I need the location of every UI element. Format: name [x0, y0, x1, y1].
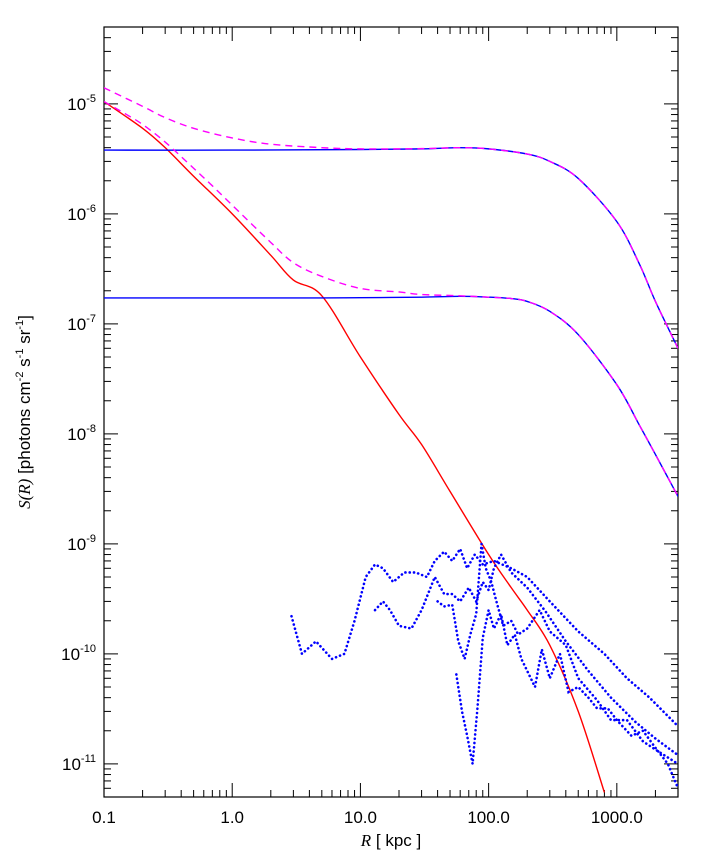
series-line-2 — [104, 87, 678, 349]
y-tick-label: 10-5 — [67, 93, 96, 114]
series-line-3 — [104, 295, 678, 497]
series-line-0 — [104, 100, 606, 793]
y-tick-label: 10-8 — [67, 423, 96, 444]
x-axis-title: R [ kpc ] — [360, 831, 421, 850]
y-tick-label: 10-7 — [67, 313, 96, 334]
series-line-4 — [104, 100, 678, 497]
x-tick-label: 0.1 — [92, 808, 116, 827]
data-series — [104, 87, 678, 793]
x-tick-label: 100.0 — [467, 808, 510, 827]
y-tick-label: 10-10 — [61, 643, 96, 664]
tick-marks — [103, 26, 679, 798]
y-tick-label: 10-11 — [62, 753, 96, 774]
series-line-6 — [373, 551, 678, 757]
series-line-7 — [436, 543, 678, 766]
plot-frame — [103, 26, 679, 798]
x-tick-label: 1000.0 — [591, 808, 643, 827]
series-line-8 — [455, 609, 678, 790]
y-tick-label: 10-9 — [67, 533, 96, 554]
series-line-1 — [104, 146, 678, 349]
y-axis-title: S(R) [photons cm-2 s-1 sr-1] — [14, 315, 34, 509]
y-tick-label: 10-6 — [67, 203, 96, 224]
series-line-5 — [290, 546, 678, 728]
x-tick-label: 10.0 — [344, 808, 377, 827]
tick-labels: 0.1 1.0 10.0 100.0 1000.0 10-5 10-6 10-7 10-8 10-… — [61, 93, 643, 827]
x-tick-label: 1.0 — [220, 808, 244, 827]
